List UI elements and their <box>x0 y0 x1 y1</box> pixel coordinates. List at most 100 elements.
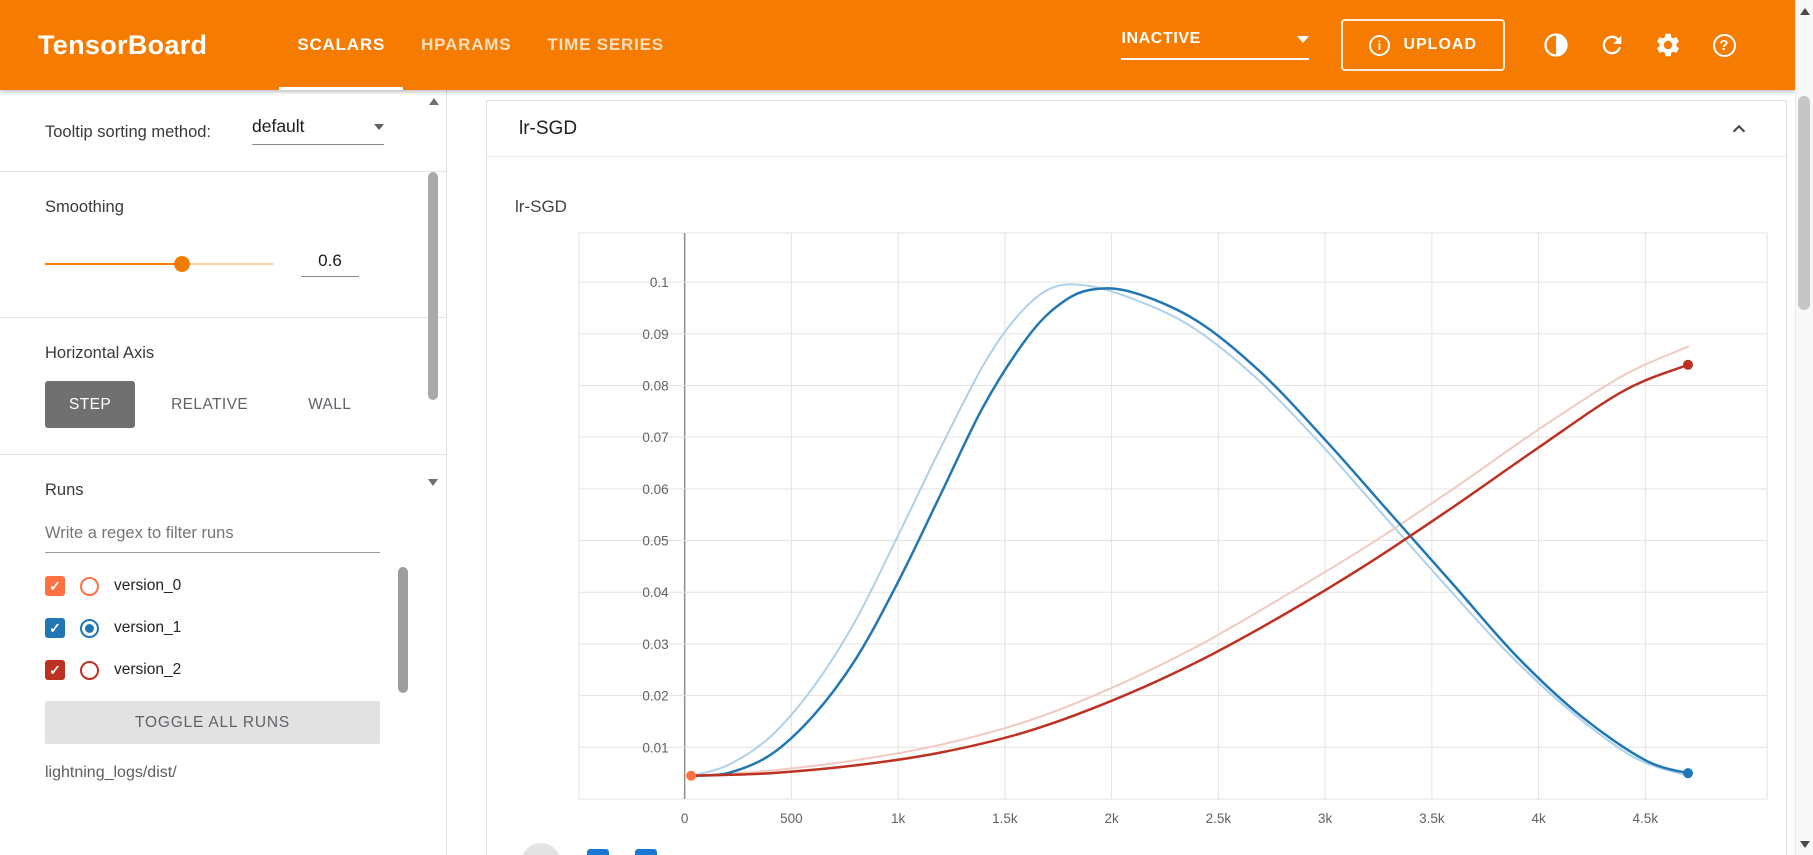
svg-text:3k: 3k <box>1318 811 1333 826</box>
help-icon <box>1712 33 1736 57</box>
page-scrollbar[interactable] <box>1795 0 1813 855</box>
svg-text:0.06: 0.06 <box>642 482 668 497</box>
axis-wall-button[interactable]: WALL <box>284 381 375 428</box>
axis-relative-button[interactable]: RELATIVE <box>147 381 272 428</box>
app-header: TensorBoard SCALARS HPARAMS TIME SERIES IN… <box>0 0 1795 90</box>
experiment-status-label: INACTIVE <box>1121 30 1201 47</box>
tooltip-sorting-value: default <box>252 116 305 136</box>
smoothing-label: Smoothing <box>45 198 124 216</box>
experiment-status-dropdown[interactable]: INACTIVE <box>1121 30 1310 60</box>
tooltip-sorting-section: Tooltip sorting method: default <box>0 90 446 172</box>
svg-text:3.5k: 3.5k <box>1419 811 1445 826</box>
scrollbar-up-arrow[interactable] <box>428 98 439 105</box>
run-row-version_2: version_2 <box>45 649 380 691</box>
svg-text:1k: 1k <box>891 811 906 826</box>
smoothing-section: Smoothing 0.6 <box>0 172 446 318</box>
collapse-card-button[interactable] <box>1724 114 1754 144</box>
tab-hparams[interactable]: HPARAMS <box>421 35 512 54</box>
page-scrollbar-thumb[interactable] <box>1798 96 1810 310</box>
card-header: lr-SGD <box>487 101 1786 157</box>
svg-text:0.09: 0.09 <box>642 327 668 342</box>
svg-text:0.05: 0.05 <box>642 534 668 549</box>
run-list-scrollbar-thumb[interactable] <box>398 567 408 693</box>
svg-text:0.1: 0.1 <box>650 275 669 290</box>
tab-scalars[interactable]: SCALARS <box>279 0 404 90</box>
chart-fullsize-icon[interactable] <box>587 849 609 855</box>
svg-text:1.5k: 1.5k <box>992 811 1018 826</box>
svg-text:0.08: 0.08 <box>642 378 668 393</box>
toggle-all-runs-button[interactable]: TOGGLE ALL RUNS <box>45 701 380 744</box>
smoothing-slider-thumb[interactable] <box>173 256 190 272</box>
run-radio[interactable] <box>80 576 99 596</box>
run-list: version_0 version_1 version_2 <box>45 565 408 693</box>
tooltip-sorting-label: Tooltip sorting method: <box>45 123 212 142</box>
card-action-button[interactable] <box>521 843 561 855</box>
upload-button-label: UPLOAD <box>1403 36 1477 53</box>
svg-text:0.02: 0.02 <box>642 689 668 704</box>
svg-text:0: 0 <box>681 811 689 826</box>
main-content: lr-SGD lr-SGD 0 500 1k 1.5k 2k 2.5k 3k 3.5k 4k 4.… <box>448 90 1795 855</box>
app-logo[interactable]: TensorBoard <box>38 29 208 60</box>
card-title: lr-SGD <box>519 117 578 139</box>
run-checkbox[interactable] <box>45 576 65 596</box>
refresh-button[interactable] <box>1597 30 1627 60</box>
run-filter-input[interactable] <box>45 524 380 553</box>
svg-text:0.01: 0.01 <box>642 740 668 755</box>
chart-fit-data-icon[interactable] <box>635 849 657 855</box>
scalar-card: lr-SGD lr-SGD 0 500 1k 1.5k 2k 2.5k 3k 3.5k 4k 4.… <box>486 100 1787 855</box>
info-icon <box>1369 34 1391 56</box>
svg-text:2.5k: 2.5k <box>1206 811 1232 826</box>
settings-sidebar: Tooltip sorting method: default Smoothin… <box>0 90 447 855</box>
page-scrollbar-down-arrow[interactable] <box>1796 835 1813 853</box>
page-scrollbar-up-arrow[interactable] <box>1796 2 1813 20</box>
chevron-down-icon <box>374 123 384 130</box>
log-directory-label: lightning_logs/dist/ <box>45 764 177 781</box>
run-checkbox[interactable] <box>45 660 65 680</box>
chart-title: lr-SGD <box>515 197 567 216</box>
run-row-version_0: version_0 <box>45 565 380 607</box>
svg-text:4.5k: 4.5k <box>1633 811 1659 826</box>
tab-time-series[interactable]: TIME SERIES <box>547 35 664 54</box>
axis-step-button[interactable]: STEP <box>45 381 136 428</box>
smoothing-slider[interactable] <box>45 256 273 272</box>
card-body: lr-SGD 0 500 1k 1.5k 2k 2.5k 3k 3.5k 4k 4.5k 0.01 0… <box>487 157 1786 855</box>
run-row-version_1: version_1 <box>45 607 380 649</box>
horizontal-axis-label: Horizontal Axis <box>45 344 155 362</box>
scrollbar-thumb[interactable] <box>428 172 438 400</box>
settings-button[interactable] <box>1653 30 1683 60</box>
svg-text:2k: 2k <box>1104 811 1119 826</box>
card-footer-toolbar <box>521 843 1786 855</box>
header-tabs: SCALARS HPARAMS TIME SERIES <box>279 0 682 90</box>
axis-buttons: STEP RELATIVE WALL <box>45 381 384 428</box>
refresh-icon <box>1602 35 1622 55</box>
tooltip-sorting-select[interactable]: default <box>252 116 384 145</box>
horizontal-axis-section: Horizontal Axis STEP RELATIVE WALL <box>0 318 446 455</box>
gear-icon <box>1657 33 1679 57</box>
dark-mode-icon <box>1544 33 1568 57</box>
svg-text:500: 500 <box>780 811 803 826</box>
run-name: version_1 <box>114 619 182 636</box>
svg-text:0.03: 0.03 <box>642 637 668 652</box>
runs-label: Runs <box>45 481 84 499</box>
run-name: version_0 <box>114 577 182 594</box>
sidebar-scrollbar[interactable] <box>425 96 442 488</box>
general-settings-region: Tooltip sorting method: default Smoothin… <box>0 90 446 486</box>
dark-mode-toggle-button[interactable] <box>1541 30 1571 60</box>
chevron-down-icon <box>1297 35 1310 43</box>
svg-text:0.07: 0.07 <box>642 430 668 445</box>
run-name: version_2 <box>114 661 182 678</box>
scrollbar-down-arrow[interactable] <box>428 479 438 486</box>
svg-text:0.04: 0.04 <box>642 585 669 600</box>
upload-button[interactable]: UPLOAD <box>1341 19 1505 71</box>
smoothing-value-input[interactable]: 0.6 <box>301 251 359 277</box>
runs-section: Runs version_0 version_1 version_2 TOGGLE … <box>0 455 446 782</box>
lr-sgd-chart[interactable]: 0 500 1k 1.5k 2k 2.5k 3k 3.5k 4k 4.5k 0.01 0.02 0.03… <box>507 225 1779 837</box>
run-checkbox[interactable] <box>45 618 65 638</box>
smoothing-slider-fill <box>45 263 182 265</box>
svg-text:4k: 4k <box>1531 811 1546 826</box>
run-radio[interactable] <box>80 618 99 638</box>
chevron-up-icon <box>1732 124 1746 132</box>
header-actions: INACTIVE UPLOAD <box>1121 19 1739 71</box>
run-radio[interactable] <box>80 660 99 680</box>
help-button[interactable] <box>1709 30 1739 60</box>
